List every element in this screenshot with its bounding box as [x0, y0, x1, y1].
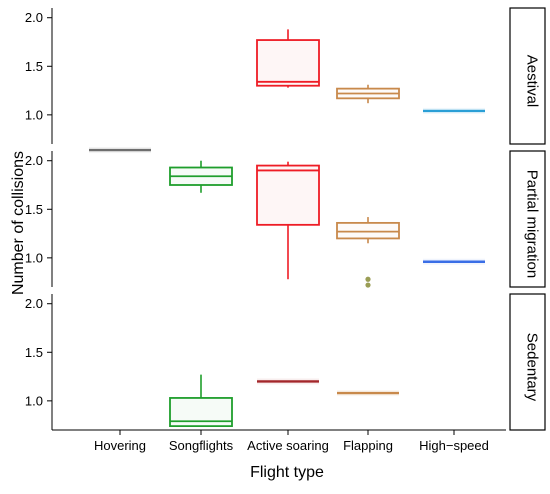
box-flapping — [336, 84, 400, 104]
x-tick-label: Flapping — [343, 438, 393, 453]
box-active-soaring — [256, 29, 320, 88]
strip-label: Partial migration — [524, 170, 541, 278]
strip-label: Sedentary — [524, 333, 541, 402]
strip-label: Aestival — [524, 55, 541, 108]
y-tick-label: 1.0 — [25, 393, 43, 408]
y-tick-label: 1.5 — [25, 345, 43, 360]
box-songflights — [169, 160, 233, 193]
x-tick-label: High−speed — [419, 438, 489, 453]
y-tick-label: 1.5 — [25, 59, 43, 74]
box-high-speed — [423, 258, 485, 265]
y-tick-label: 1.5 — [25, 202, 43, 217]
box-active-soaring — [256, 161, 320, 280]
y-tick-label: 2.0 — [25, 153, 43, 168]
box-hovering — [89, 147, 151, 154]
box-flapping — [336, 217, 400, 288]
panel-sedentary: 1.0 1.5 2.0 Sedentary — [25, 293, 546, 431]
strip-box — [509, 7, 546, 145]
x-axis: Hovering Songflights Active soaring Flappin… — [52, 429, 506, 453]
panel-partial-migration: 1.0 1.5 2.0 Partial migration — [25, 147, 546, 288]
box-active-soaring — [257, 378, 319, 385]
y-tick-label: 2.0 — [25, 296, 43, 311]
box-high-speed — [423, 107, 485, 114]
x-axis-title: Flight type — [250, 464, 324, 481]
outlier-point — [365, 282, 371, 288]
x-tick-label: Hovering — [94, 438, 146, 453]
box-rect — [256, 39, 320, 87]
box-rect — [256, 164, 320, 226]
y-axis-title: Number of collisions — [10, 151, 27, 295]
outlier-point — [365, 276, 371, 282]
box-flapping — [337, 390, 399, 397]
y-tick-label: 1.0 — [25, 107, 43, 122]
box-fill — [257, 40, 319, 86]
box-rect — [169, 397, 233, 428]
panels-layer: 1.0 1.5 2.0 Aestival 1.0 1.5 2.0 Partial migrat… — [25, 7, 546, 431]
strip-box — [509, 150, 546, 288]
panel-aestival: 1.0 1.5 2.0 Aestival — [25, 7, 546, 145]
y-tick-label: 2.0 — [25, 10, 43, 25]
strip-box — [509, 293, 546, 431]
x-tick-label: Songflights — [169, 438, 234, 453]
x-tick-label: Active soaring — [247, 438, 329, 453]
y-tick-label: 1.0 — [25, 250, 43, 265]
box-fill — [337, 222, 399, 239]
box-songflights — [169, 374, 233, 428]
box-rect — [336, 221, 400, 240]
box-fill — [257, 165, 319, 225]
